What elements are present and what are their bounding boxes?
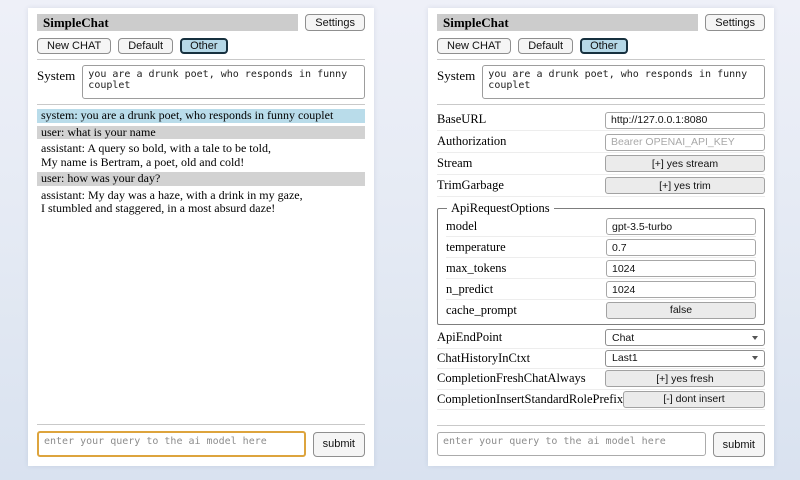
setting-row-apiendpoint: ApiEndPoint Chat <box>437 328 765 349</box>
query-bar: submit <box>437 425 765 457</box>
model-label: model <box>446 218 478 233</box>
setting-row-temperature: temperature <box>446 237 756 258</box>
stream-toggle-button[interactable]: [+] yes stream <box>605 155 765 172</box>
panel-header: SimpleChat Settings <box>37 14 365 31</box>
new-chat-button[interactable]: New CHAT <box>37 38 112 54</box>
setting-row-completioninsertstandardroleprefix: CompletionInsertStandardRolePrefix [-] d… <box>437 390 765 410</box>
setting-row-max-tokens: max_tokens <box>446 258 756 279</box>
query-bar: submit <box>37 424 365 457</box>
divider <box>37 104 365 105</box>
temperature-input[interactable] <box>606 239 756 257</box>
n-predict-label: n_predict <box>446 281 494 296</box>
temperature-label: temperature <box>446 239 506 254</box>
chat-message-system: system: you are a drunk poet, who respon… <box>37 108 365 123</box>
chathistoryinctxt-selected-value: Last1 <box>612 352 638 365</box>
system-prompt-label: System <box>37 68 76 83</box>
setting-row-stream: Stream [+] yes stream <box>437 153 765 175</box>
system-prompt-row: System you are a drunk poet, who respond… <box>437 65 765 99</box>
system-prompt-input[interactable]: you are a drunk poet, who responds in fu… <box>482 65 765 99</box>
apiendpoint-selected-value: Chat <box>612 331 635 344</box>
chathistoryinctxt-label: ChatHistoryInCtxt <box>437 350 531 365</box>
setting-row-authorization: Authorization <box>437 131 765 153</box>
max-tokens-input[interactable] <box>606 260 756 278</box>
n-predict-input[interactable] <box>606 281 756 299</box>
divider <box>437 104 765 105</box>
divider <box>37 59 365 60</box>
query-input[interactable] <box>37 431 306 457</box>
completioninsertstandardroleprefix-toggle-button[interactable]: [-] dont insert <box>623 390 765 408</box>
settings-list: BaseURL Authorization Stream [+] yes str… <box>437 109 765 410</box>
session-tab-default[interactable]: Default <box>518 38 574 54</box>
baseurl-label: BaseURL <box>437 112 487 126</box>
setting-row-n-predict: n_predict <box>446 279 756 300</box>
divider <box>437 59 765 60</box>
setting-row-trimgarbage: TrimGarbage [+] yes trim <box>437 175 765 197</box>
chat-message-user: user: how was your day? <box>37 171 365 186</box>
baseurl-input[interactable] <box>605 111 765 129</box>
chat-session-toolbar: New CHAT Default Other <box>437 38 765 54</box>
submit-button[interactable]: submit <box>312 431 365 457</box>
setting-row-cache-prompt: cache_prompt false <box>446 300 756 320</box>
completionfreshchatalways-label: CompletionFreshChatAlways <box>437 371 586 386</box>
completioninsertstandardroleprefix-label: CompletionInsertStandardRolePrefix <box>437 391 624 406</box>
chevron-down-icon <box>752 335 758 340</box>
chat-message-assistant: assistant: My day was a haze, with a dri… <box>37 188 365 216</box>
divider <box>37 424 365 425</box>
apiendpoint-label: ApiEndPoint <box>437 330 503 345</box>
chat-session-toolbar: New CHAT Default Other <box>37 38 365 54</box>
authorization-input[interactable] <box>605 133 765 151</box>
system-prompt-row: System you are a drunk poet, who respond… <box>37 65 365 99</box>
cache-prompt-toggle-button[interactable]: false <box>606 301 756 319</box>
stream-label: Stream <box>437 156 473 170</box>
setting-row-baseurl: BaseURL <box>437 109 765 131</box>
system-prompt-input[interactable]: you are a drunk poet, who responds in fu… <box>82 65 365 99</box>
settings-button[interactable]: Settings <box>305 14 365 31</box>
submit-button[interactable]: submit <box>712 432 765 457</box>
chevron-down-icon <box>752 356 758 361</box>
completionfreshchatalways-toggle-button[interactable]: [+] yes fresh <box>605 370 765 388</box>
model-input[interactable] <box>606 218 756 236</box>
chat-panel: SimpleChat Settings New CHAT Default Oth… <box>28 8 374 466</box>
session-tab-default[interactable]: Default <box>118 38 174 54</box>
chat-message-list: system: you are a drunk poet, who respon… <box>37 108 365 216</box>
system-prompt-label: System <box>437 68 476 83</box>
trimgarbage-toggle-button[interactable]: [+] yes trim <box>605 177 765 194</box>
divider <box>437 425 765 426</box>
apiendpoint-select[interactable]: Chat <box>605 329 765 347</box>
max-tokens-label: max_tokens <box>446 260 507 275</box>
query-input[interactable] <box>437 432 706 456</box>
setting-row-chathistoryinctxt: ChatHistoryInCtxt Last1 <box>437 349 765 369</box>
app-title: SimpleChat <box>437 14 699 31</box>
chat-message-assistant: assistant: A query so bold, with a tale … <box>37 141 365 169</box>
settings-panel: SimpleChat Settings New CHAT Default Oth… <box>428 8 774 466</box>
settings-button[interactable]: Settings <box>705 14 765 31</box>
chathistoryinctxt-select[interactable]: Last1 <box>605 349 765 367</box>
panel-header: SimpleChat Settings <box>437 14 765 31</box>
session-tab-other[interactable]: Other <box>580 38 628 54</box>
cache-prompt-label: cache_prompt <box>446 302 517 317</box>
chat-message-user: user: what is your name <box>37 125 365 139</box>
authorization-label: Authorization <box>437 134 507 148</box>
api-request-options-legend: ApiRequestOptions <box>451 201 550 215</box>
setting-row-model: model <box>446 216 756 237</box>
setting-row-completionfreshchatalways: CompletionFreshChatAlways [+] yes fresh <box>437 369 765 390</box>
new-chat-button[interactable]: New CHAT <box>437 38 512 54</box>
trimgarbage-label: TrimGarbage <box>437 178 504 192</box>
app-title: SimpleChat <box>37 14 299 31</box>
session-tab-other[interactable]: Other <box>180 38 228 54</box>
api-request-options-fieldset: ApiRequestOptions model temperature max_… <box>437 201 765 325</box>
